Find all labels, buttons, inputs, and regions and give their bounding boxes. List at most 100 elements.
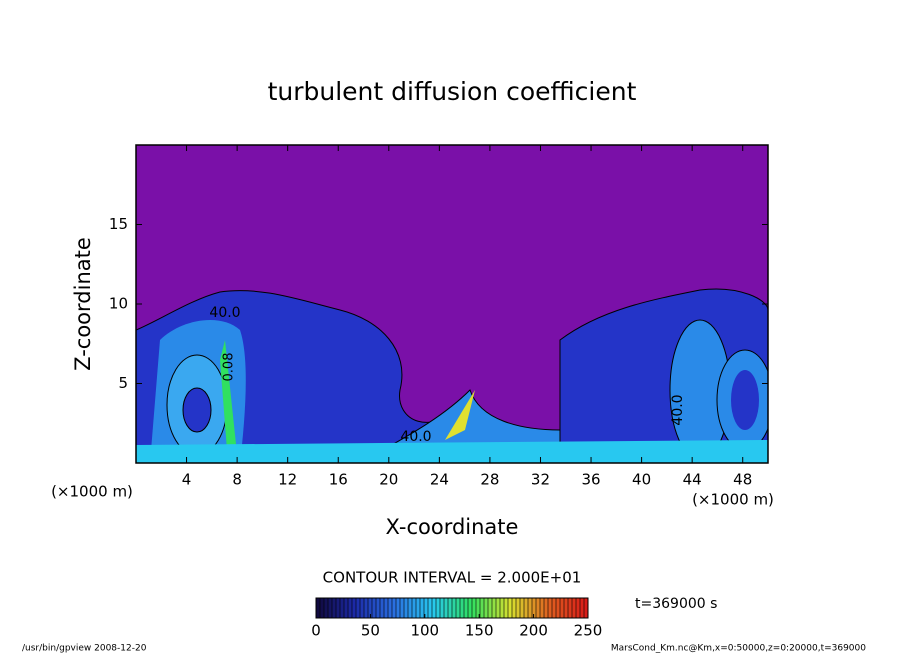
contour-label: 40.0 (209, 305, 240, 321)
colorbar-cell (400, 598, 404, 618)
colorbar-cell (440, 598, 444, 618)
y-axis-label: Z-coordinate (71, 237, 95, 371)
colorbar-cell (376, 598, 380, 618)
colorbar-cell (540, 598, 544, 618)
y-tick-label: 10 (109, 295, 128, 313)
colorbar-cell (568, 598, 572, 618)
colorbar-cell (520, 598, 524, 618)
colorbar-cell (404, 598, 408, 618)
x-tick-label: 36 (581, 471, 600, 489)
colorbar-tick-label: 50 (361, 622, 380, 640)
colorbar-cell (392, 598, 396, 618)
colorbar-cell (340, 598, 344, 618)
colorbar-cell (368, 598, 372, 618)
colorbar-cell (432, 598, 436, 618)
colorbar-cell (328, 598, 332, 618)
colorbar-cell (516, 598, 520, 618)
colorbar-tick-label: 200 (519, 622, 548, 640)
colorbar-cell (324, 598, 328, 618)
chart-title: turbulent diffusion coefficient (268, 77, 637, 106)
contour-label: 0.08 (222, 353, 237, 382)
colorbar-cell (420, 598, 424, 618)
colorbar-cell (576, 598, 580, 618)
colorbar-cell (416, 598, 420, 618)
y-tick-label: 5 (118, 374, 128, 392)
colorbar-cell (552, 598, 556, 618)
colorbar-cell (464, 598, 468, 618)
colorbar-cell (572, 598, 576, 618)
field (136, 145, 768, 463)
colorbar-cell (476, 598, 480, 618)
colorbar-cell (492, 598, 496, 618)
colorbar-cell (348, 598, 352, 618)
x-tick-label: 32 (531, 471, 550, 489)
colorbar-cell (372, 598, 376, 618)
x-tick-label: 28 (480, 471, 499, 489)
colorbar-cell (444, 598, 448, 618)
colorbar-cell (528, 598, 532, 618)
colorbar-cell (508, 598, 512, 618)
x-unit-label: (×1000 m) (51, 483, 133, 501)
colorbar-cell (496, 598, 500, 618)
colorbar-cell (524, 598, 528, 618)
colorbar-cell (360, 598, 364, 618)
colorbar-cell (548, 598, 552, 618)
colorbar-cell (564, 598, 568, 618)
colorbar-cell (584, 598, 588, 618)
colorbar-cell (336, 598, 340, 618)
colorbar-cell (380, 598, 384, 618)
colorbar-tick-label: 150 (465, 622, 494, 640)
colorbar-cell (332, 598, 336, 618)
colorbar-cell (484, 598, 488, 618)
colorbar-cell (352, 598, 356, 618)
x-tick-label: 12 (278, 471, 297, 489)
colorbar-tick-label: 100 (410, 622, 439, 640)
colorbar-cell (388, 598, 392, 618)
colorbar-tick-label: 0 (311, 622, 321, 640)
time-label: t=369000 s (635, 596, 717, 612)
colorbar-cell (316, 598, 320, 618)
x-tick-label: 16 (329, 471, 348, 489)
colorbar-cell (320, 598, 324, 618)
contour-label: 40.0 (400, 429, 431, 445)
colorbar-cell (460, 598, 464, 618)
colorbar-cell (532, 598, 536, 618)
x-tick-label: 44 (683, 471, 702, 489)
colorbar-cell (544, 598, 548, 618)
colorbar-cell (556, 598, 560, 618)
colorbar-cell (396, 598, 400, 618)
x-tick-label: 20 (379, 471, 398, 489)
colorbar-cell (452, 598, 456, 618)
colorbar-cell (488, 598, 492, 618)
colorbar-cell (468, 598, 472, 618)
colorbar-tick-label: 250 (574, 622, 603, 640)
colorbar-cell (560, 598, 564, 618)
colorbar-cell (500, 598, 504, 618)
colorbar-cell (504, 598, 508, 618)
y-tick-label: 15 (109, 215, 128, 233)
colorbar-cell (428, 598, 432, 618)
x-tick-label: 48 (733, 471, 752, 489)
contour-interval: CONTOUR INTERVAL = 2.000E+01 (323, 569, 582, 587)
x-tick-label: 40 (632, 471, 651, 489)
x-unit-label: (×1000 m) (692, 491, 774, 509)
colorbar-cell (384, 598, 388, 618)
colorbar-cell (344, 598, 348, 618)
colorbar-cell (536, 598, 540, 618)
contour-label: 40.0 (670, 394, 686, 425)
colorbar-cell (364, 598, 368, 618)
colorbar-cell (356, 598, 360, 618)
colorbar-cell (412, 598, 416, 618)
colorbar-cell (580, 598, 584, 618)
colorbar-frame (315, 597, 589, 619)
colorbar-cell (408, 598, 412, 618)
footer-right: MarsCond_Km.nc@Km,x=0:50000,z=0:20000,t=… (611, 644, 866, 654)
x-tick-label: 4 (182, 471, 192, 489)
colorbar-cell (472, 598, 476, 618)
colorbar-cell (436, 598, 440, 618)
x-tick-label: 24 (430, 471, 449, 489)
colorbar-cell (480, 598, 484, 618)
colorbar-cell (512, 598, 516, 618)
x-axis-label: X-coordinate (386, 515, 519, 539)
